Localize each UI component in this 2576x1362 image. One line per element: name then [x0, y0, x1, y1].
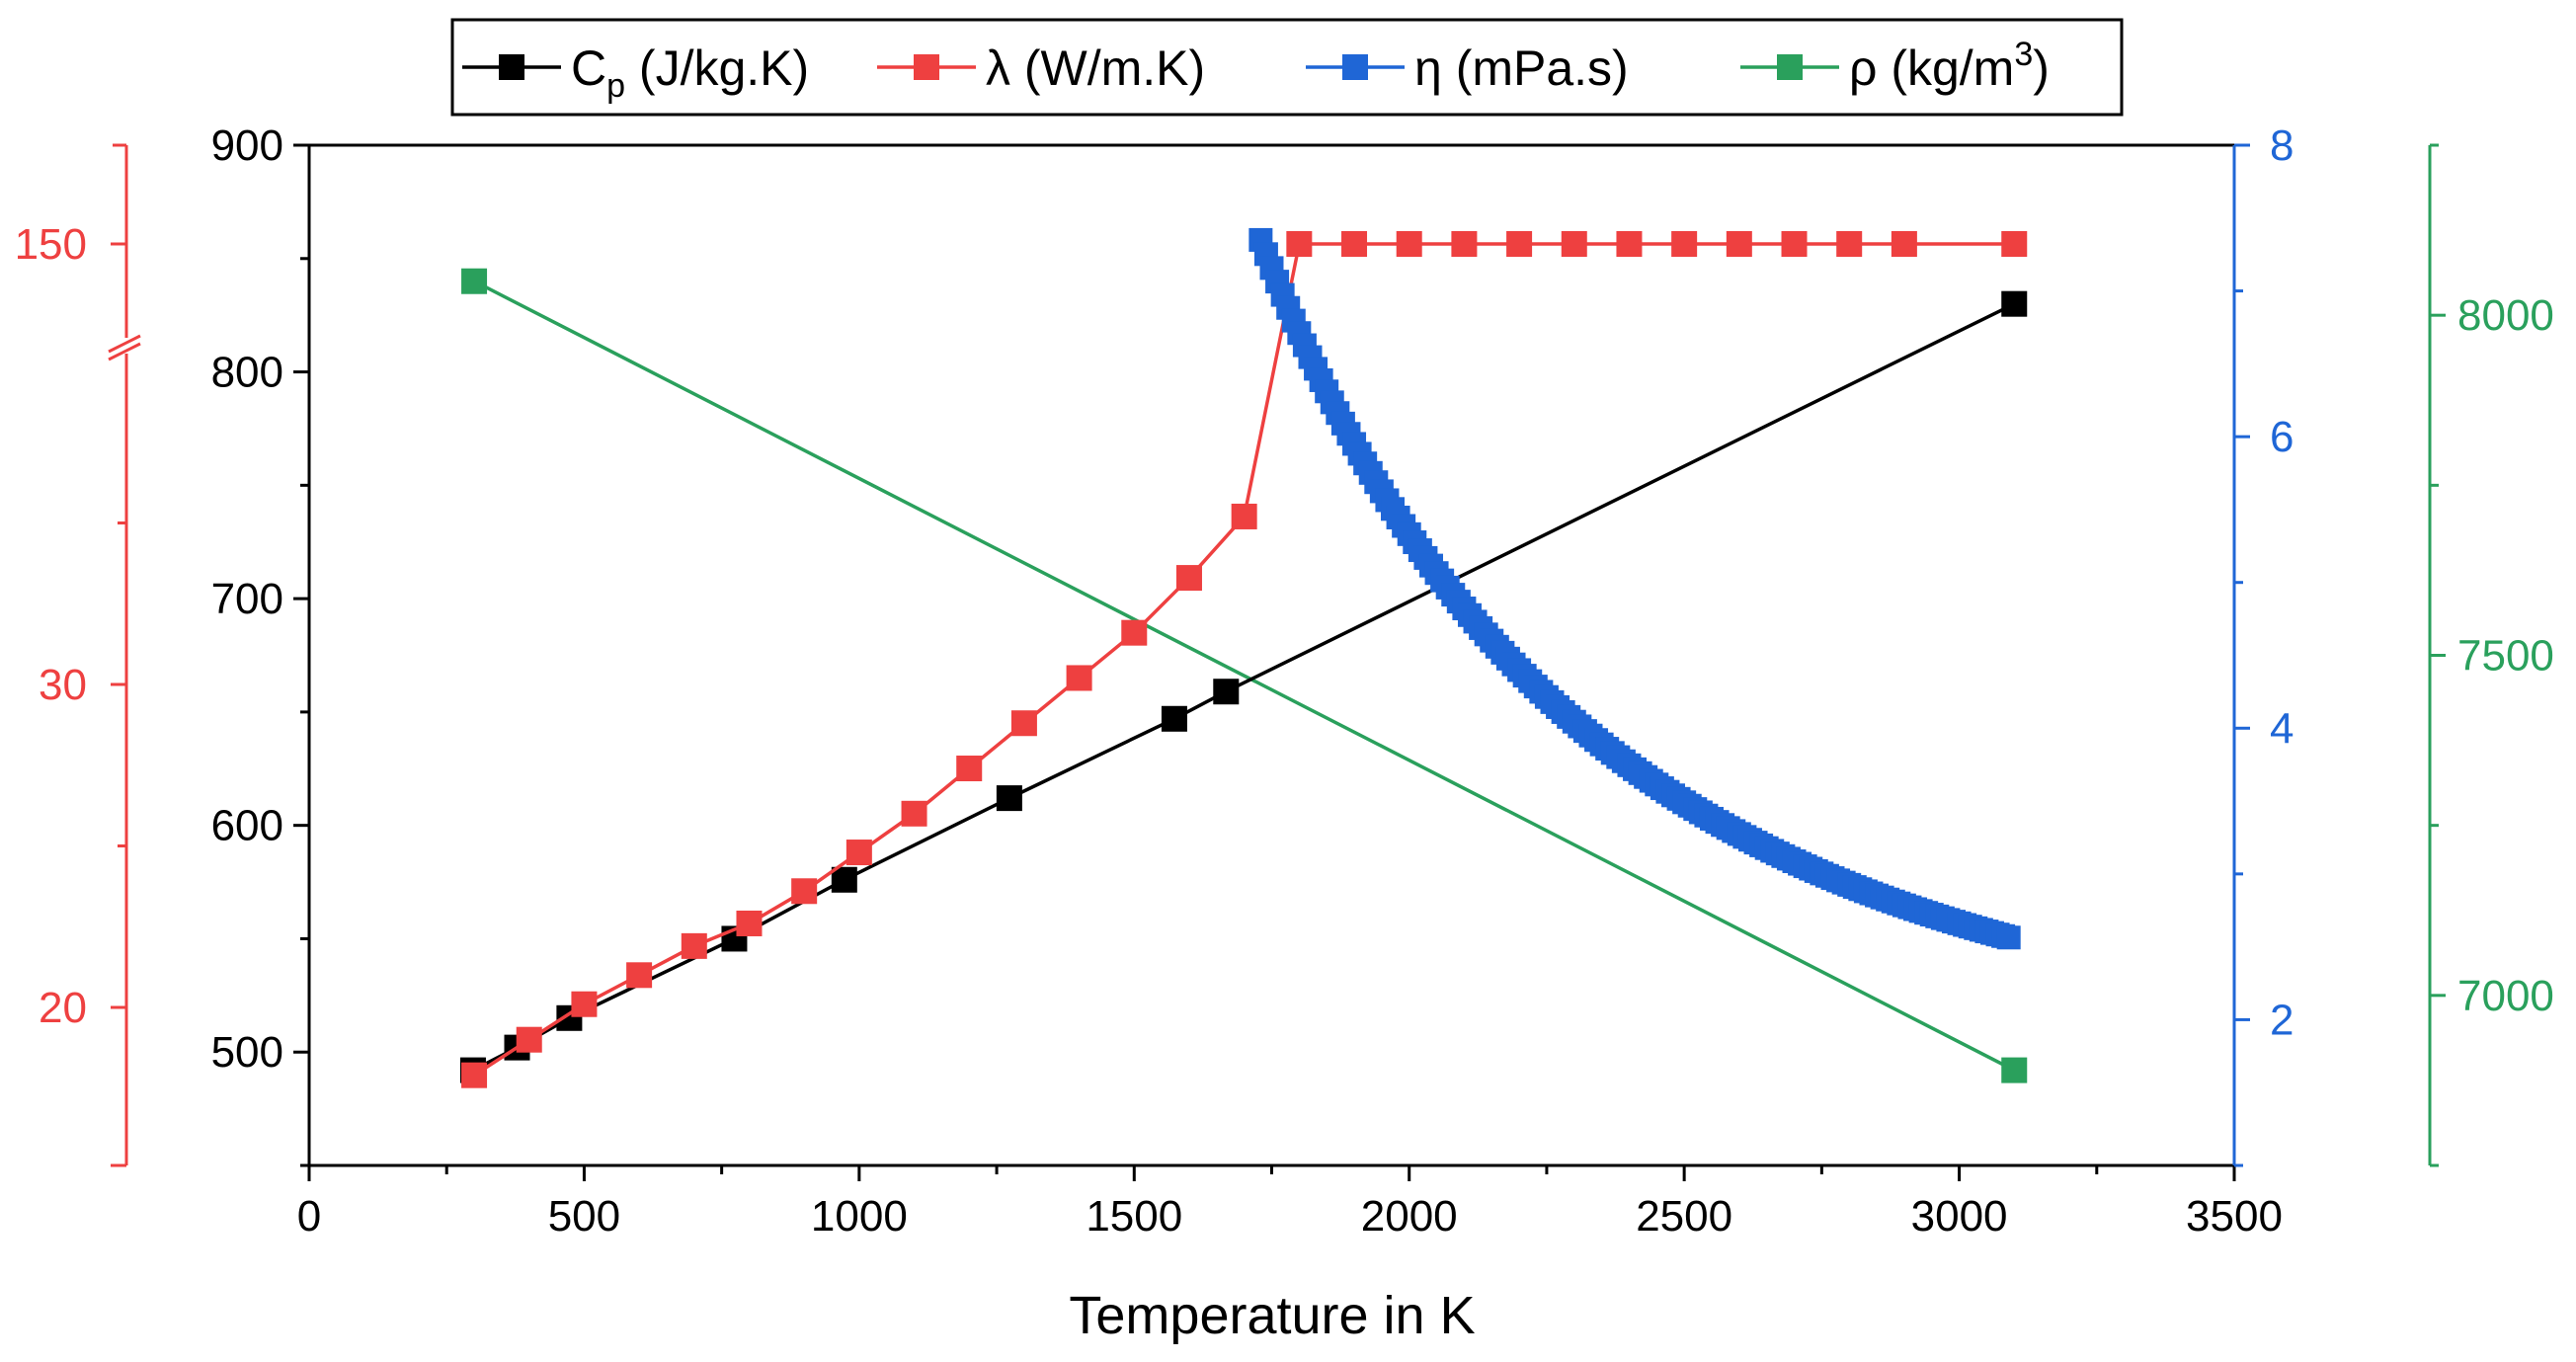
lambda-axis-break-mark — [108, 334, 141, 354]
lambda-tick-label: 20 — [39, 984, 87, 1032]
series-lambda-point — [1836, 231, 1863, 257]
legend-label-part: (J/kg.K) — [625, 40, 809, 96]
series-eta-point — [1996, 925, 2021, 950]
series-lambda-point — [1891, 231, 1917, 257]
x-tick-label: 500 — [548, 1192, 620, 1241]
series-lambda-point — [516, 1026, 542, 1053]
series-lambda-point — [1231, 503, 1257, 529]
series-lambda-point — [845, 840, 872, 866]
cp-tick-label: 700 — [211, 575, 283, 623]
legend-label: ρ (kg/m3) — [1849, 36, 2050, 96]
series-cp-point — [2001, 290, 2028, 317]
legend-label-part: ρ (kg/m — [1849, 40, 2014, 96]
series-lambda-point — [626, 962, 653, 989]
legend-label: λ (W/m.K) — [986, 40, 1205, 96]
axes: 0 500 1000 1500 2000 2500 3000 3500 500 600 700 800… — [15, 121, 2554, 1241]
legend-swatch-marker — [499, 54, 524, 80]
series-lambda-point — [461, 1062, 488, 1088]
series-lambda-point — [1671, 231, 1698, 257]
legend-label: η (mPa.s) — [1414, 40, 1629, 96]
x-tick-label: 3000 — [1911, 1192, 2008, 1241]
series-lambda-point — [956, 756, 983, 782]
series-lambda-point — [1010, 710, 1037, 737]
x-tick-label: 2000 — [1361, 1192, 1458, 1241]
lambda-axis-break-mark — [108, 342, 141, 361]
legend-entry-eta: η (mPa.s) — [1306, 40, 1629, 96]
legend-box — [450, 18, 2124, 117]
rho-tick-label: 7500 — [2457, 632, 2554, 681]
rho-tick-label: 7000 — [2457, 972, 2554, 1020]
legend: Cp (J/kg.K) λ (W/m.K) η (mPa.s) ρ (kg/m3) — [450, 18, 2124, 117]
series-rho-point — [2001, 1057, 2028, 1083]
x-tick-label: 1500 — [1086, 1192, 1182, 1241]
legend-label-part: C — [571, 40, 606, 96]
lambda-tick-label: 30 — [39, 661, 87, 709]
series-eta — [1248, 227, 2021, 950]
x-tick-label: 0 — [297, 1192, 321, 1241]
cp-tick-label: 900 — [211, 121, 283, 170]
series-lambda-point — [791, 878, 818, 905]
series-lambda-point — [1066, 665, 1092, 691]
legend-entry-lambda: λ (W/m.K) — [877, 40, 1205, 96]
series-cp — [459, 290, 2028, 1083]
series-lambda-point — [681, 932, 707, 959]
legend-label: Cp (J/kg.K) — [571, 40, 809, 105]
eta-tick-label: 2 — [2270, 996, 2294, 1044]
x-tick-label: 3500 — [2186, 1192, 2283, 1241]
series-lambda-point — [1175, 565, 1202, 592]
series-rho — [461, 268, 2028, 1083]
series-lambda-point — [1396, 231, 1422, 257]
series-lambda-point — [1286, 231, 1313, 257]
legend-label-part: p — [606, 67, 625, 105]
series-lambda-point — [1121, 619, 1148, 646]
legend-entry-cp: Cp (J/kg.K) — [462, 40, 809, 105]
legend-label-part: 3 — [2014, 36, 2033, 73]
series-lambda-point — [1341, 231, 1368, 257]
legend-swatch-marker — [1777, 54, 1803, 80]
series-lambda-point — [1616, 231, 1643, 257]
series-lambda-point — [1561, 231, 1587, 257]
series-lambda-point — [1451, 231, 1478, 257]
series-lambda-point — [901, 800, 927, 827]
series-cp-point — [1161, 705, 1187, 732]
cp-tick-label: 600 — [211, 802, 283, 850]
series-lambda-point — [571, 991, 598, 1017]
x-tick-label: 1000 — [811, 1192, 908, 1241]
legend-label-part: λ (W/m.K) — [986, 40, 1205, 96]
series-lambda — [461, 231, 2028, 1088]
series-lambda-point — [2001, 231, 2028, 257]
eta-tick-label: 4 — [2270, 704, 2294, 753]
legend-swatch-marker — [1342, 54, 1368, 80]
series-lambda-point — [1781, 231, 1808, 257]
series-cp-point — [1213, 679, 1240, 705]
series-rho-point — [461, 268, 488, 294]
legend-label-part: η (mPa.s) — [1414, 40, 1629, 96]
series-layer — [459, 227, 2028, 1088]
legend-swatch-marker — [914, 54, 939, 80]
series-lambda-point — [736, 910, 763, 936]
x-axis-title: Temperature in K — [1069, 1286, 1475, 1345]
eta-tick-label: 8 — [2270, 121, 2294, 170]
series-lambda-point — [1726, 231, 1752, 257]
series-cp-point — [996, 785, 1022, 812]
series-cp-point — [831, 866, 857, 893]
lambda-tick-label: 150 — [15, 220, 87, 269]
series-lambda-line — [473, 242, 2015, 1078]
rho-tick-label: 8000 — [2457, 291, 2554, 340]
series-lambda-point — [1506, 231, 1533, 257]
cp-tick-label: 500 — [211, 1028, 283, 1077]
eta-tick-label: 6 — [2270, 413, 2294, 461]
legend-label-part: ) — [2033, 40, 2050, 96]
cp-tick-label: 800 — [211, 349, 283, 397]
x-tick-label: 2500 — [1636, 1192, 1732, 1241]
series-eta-line — [1258, 239, 2010, 940]
series-rho-line — [473, 280, 2016, 1073]
legend-entry-rho: ρ (kg/m3) — [1740, 36, 2050, 96]
